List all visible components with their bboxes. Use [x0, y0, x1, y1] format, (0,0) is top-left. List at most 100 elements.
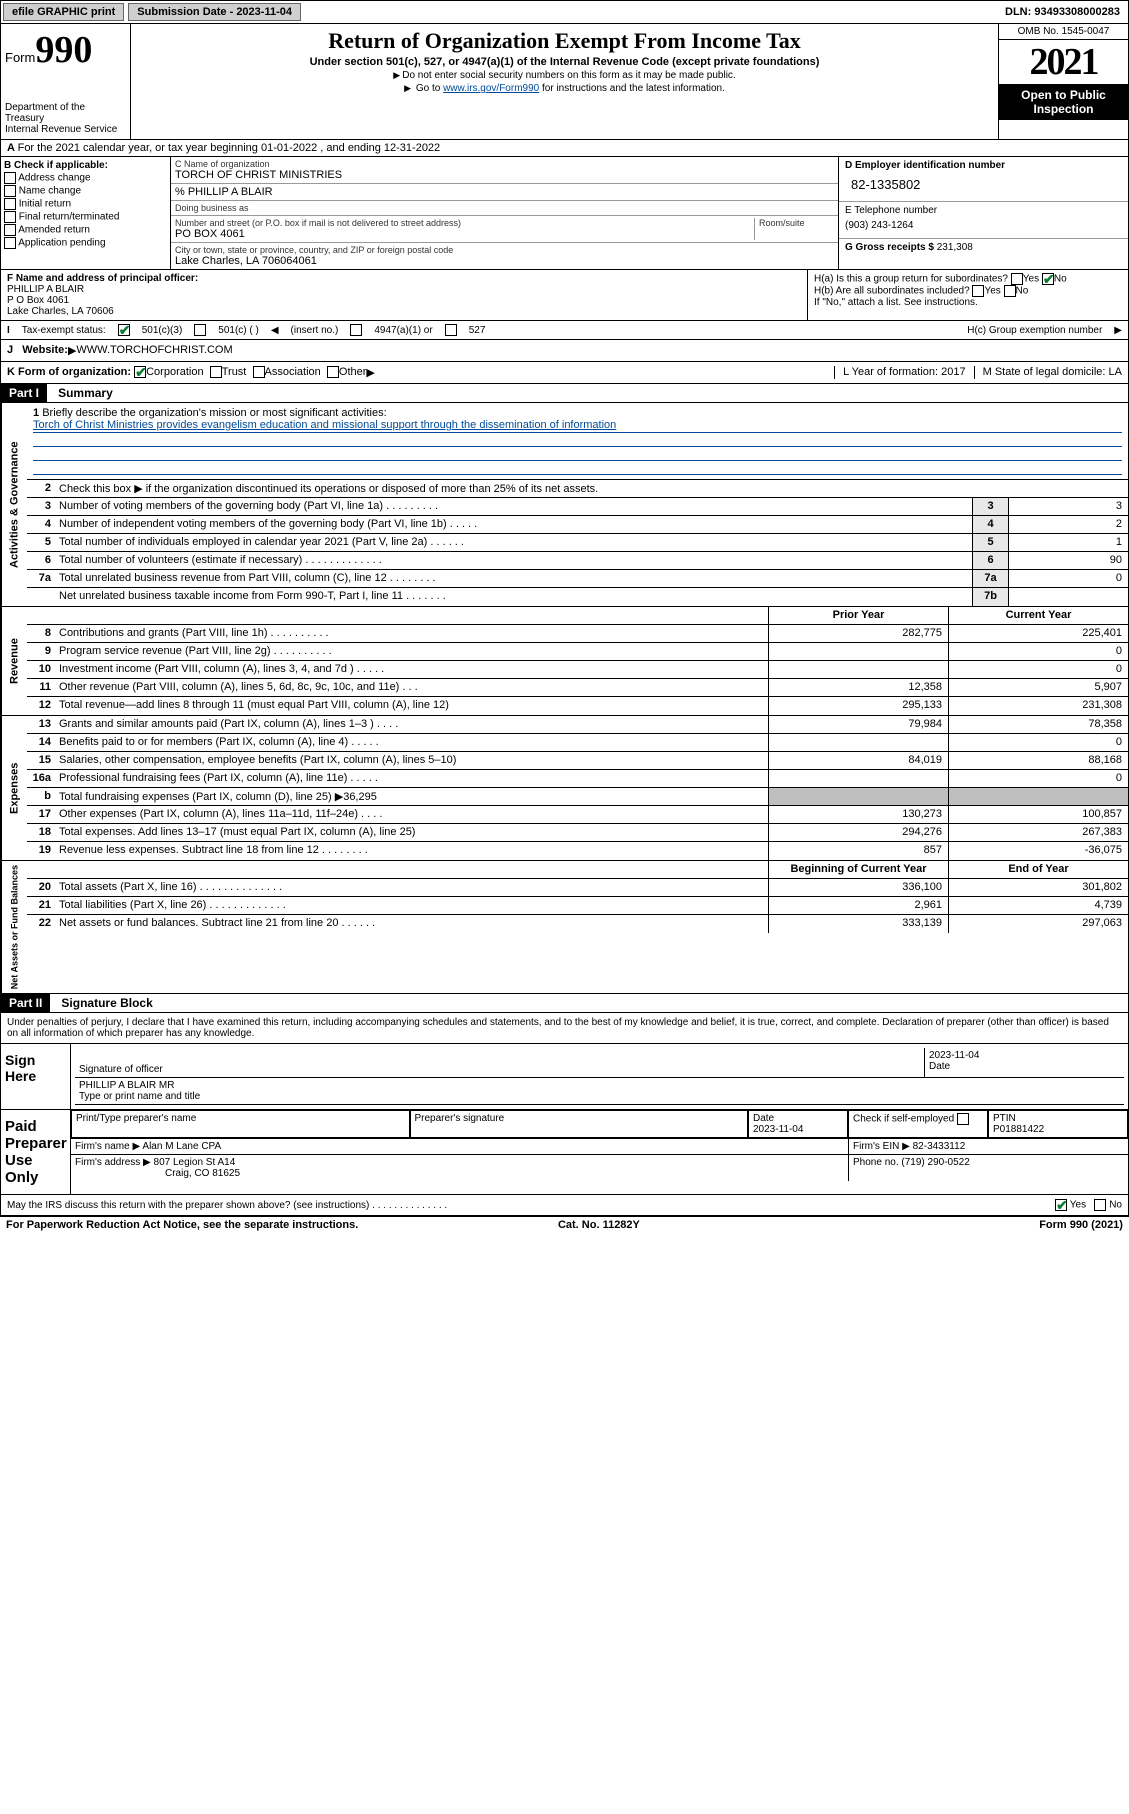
side-expenses: Expenses — [1, 716, 27, 860]
l-year: L Year of formation: 2017 — [834, 366, 966, 379]
side-revenue: Revenue — [1, 607, 27, 715]
summary-row: 4Number of independent voting members of… — [27, 516, 1128, 534]
ptin-lbl: PTIN — [993, 1113, 1016, 1124]
b-name-change[interactable]: Name change — [4, 185, 167, 197]
col-curr: Current Year — [948, 607, 1128, 624]
firm-name-lbl: Firm's name ▶ — [75, 1141, 140, 1152]
b-addr-change[interactable]: Address change — [4, 172, 167, 184]
submission-date: Submission Date - 2023-11-04 — [128, 3, 301, 21]
dln: DLN: 93493308000283 — [997, 4, 1128, 20]
form-number: 990 — [35, 29, 92, 71]
header-mid: Return of Organization Exempt From Incom… — [131, 24, 998, 139]
may-text: May the IRS discuss this return with the… — [7, 1200, 447, 1211]
efile-btn[interactable]: efile GRAPHIC print — [3, 3, 124, 21]
may-no[interactable] — [1094, 1199, 1106, 1211]
top-bar: efile GRAPHIC print Submission Date - 20… — [0, 0, 1129, 24]
expense-row: bTotal fundraising expenses (Part IX, co… — [27, 788, 1128, 806]
j-val: WWW.TORCHOFCHRIST.COM — [76, 344, 232, 357]
p-date-lbl: Date — [753, 1113, 774, 1124]
firm-addr2: Craig, CO 81625 — [165, 1168, 240, 1179]
i-527[interactable] — [445, 324, 457, 336]
firm-ein-lbl: Firm's EIN ▶ — [853, 1141, 910, 1152]
line-a: A For the 2021 calendar year, or tax yea… — [0, 140, 1129, 157]
footer-right: Form 990 (2021) — [1039, 1219, 1123, 1231]
e-phone: (903) 243-1264 — [845, 216, 1122, 235]
i-501c3[interactable] — [118, 324, 130, 336]
part2-bar: Part II Signature Block — [0, 994, 1129, 1013]
revenue-row: 11Other revenue (Part VIII, column (A), … — [27, 679, 1128, 697]
side-net: Net Assets or Fund Balances — [1, 861, 27, 993]
d-ein-lbl: D Employer identification number — [845, 160, 1005, 171]
goto-post: for instructions and the latest informat… — [539, 83, 725, 94]
col-beg: Beginning of Current Year — [768, 861, 948, 878]
part2-hdr: Part II — [1, 994, 50, 1012]
irs-label: Internal Revenue Service — [5, 124, 126, 135]
summary-row: 6Total number of volunteers (estimate if… — [27, 552, 1128, 570]
k-corp[interactable] — [134, 366, 146, 378]
header-left: Form990 Department of the Treasury Inter… — [1, 24, 131, 139]
part1-title: Summary — [50, 384, 121, 402]
revenue-row: 9Program service revenue (Part VIII, lin… — [27, 643, 1128, 661]
b-initial[interactable]: Initial return — [4, 198, 167, 210]
hb-yes[interactable] — [972, 285, 984, 297]
summary-row: 7aTotal unrelated business revenue from … — [27, 570, 1128, 588]
m-state: M State of legal domicile: LA — [974, 366, 1122, 379]
part1-bar: Part I Summary — [0, 384, 1129, 403]
col-prior: Prior Year — [768, 607, 948, 624]
sign-here-row: Sign Here Signature of officer2023-11-04… — [0, 1044, 1129, 1110]
irs-link[interactable]: www.irs.gov/Form990 — [443, 83, 539, 94]
hb-no[interactable] — [1004, 285, 1016, 297]
form-title: Return of Organization Exempt From Incom… — [135, 28, 994, 54]
b-amended[interactable]: Amended return — [4, 224, 167, 236]
b-pending[interactable]: Application pending — [4, 237, 167, 249]
summary-row: 3Number of voting members of the governi… — [27, 498, 1128, 516]
open-public: Open to Public Inspection — [999, 84, 1128, 120]
c-room-lbl: Room/suite — [759, 218, 834, 228]
i-4947[interactable] — [350, 324, 362, 336]
k-lbl: K Form of organization: — [7, 366, 131, 379]
footer-mid: Cat. No. 11282Y — [558, 1219, 640, 1231]
sig-date-lbl: Date — [929, 1061, 950, 1072]
mission-link[interactable]: Torch of Christ Ministries provides evan… — [33, 419, 616, 431]
may-discuss: May the IRS discuss this return with the… — [0, 1195, 1129, 1216]
net-row: 21Total liabilities (Part X, line 26) . … — [27, 897, 1128, 915]
ptin: P01881422 — [993, 1124, 1044, 1135]
may-yes[interactable] — [1055, 1199, 1067, 1211]
dept-treasury: Department of the Treasury — [5, 102, 126, 124]
expense-row: 18Total expenses. Add lines 13–17 (must … — [27, 824, 1128, 842]
k-trust[interactable] — [210, 366, 222, 378]
tax-year: 2021 — [999, 40, 1128, 84]
expense-row: 19Revenue less expenses. Subtract line 1… — [27, 842, 1128, 860]
firm-addr1: 807 Legion St A14 — [154, 1157, 236, 1168]
c-city-lbl: City or town, state or province, country… — [175, 245, 453, 255]
l1-text: Briefly describe the organization's miss… — [42, 407, 386, 419]
col-end: End of Year — [948, 861, 1128, 878]
paid-preparer-row: Paid Preparer Use Only Print/Type prepar… — [0, 1110, 1129, 1195]
b-final[interactable]: Final return/terminated — [4, 211, 167, 223]
expense-row: 13Grants and similar amounts paid (Part … — [27, 716, 1128, 734]
ha-no[interactable] — [1042, 273, 1054, 285]
col-c: C Name of organizationTORCH OF CHRIST MI… — [171, 157, 838, 269]
part1-hdr: Part I — [1, 384, 47, 402]
col-b: B Check if applicable: Address change Na… — [1, 157, 171, 269]
e-phone-lbl: E Telephone number — [845, 205, 937, 216]
l2-text: Check this box ▶ if the organization dis… — [55, 480, 1128, 497]
g-gross-lbl: G Gross receipts $ — [845, 242, 934, 253]
p-check[interactable]: Check if self-employed — [848, 1110, 988, 1138]
revenue-row: 10Investment income (Part VIII, column (… — [27, 661, 1128, 679]
goto-note: Go to www.irs.gov/Form990 for instructio… — [135, 83, 994, 94]
header-right: OMB No. 1545-0047 2021 Open to Public In… — [998, 24, 1128, 139]
i-501c[interactable] — [194, 324, 206, 336]
firm-name: Alan M Lane CPA — [142, 1141, 221, 1152]
expense-row: 16aProfessional fundraising fees (Part I… — [27, 770, 1128, 788]
d-ein: 82-1335802 — [845, 171, 1122, 198]
form-label: Form — [5, 50, 35, 65]
firm-addr-lbl: Firm's address ▶ — [75, 1157, 151, 1168]
k-assoc[interactable] — [253, 366, 265, 378]
f-addr1: P O Box 4061 — [7, 295, 69, 306]
k-other[interactable] — [327, 366, 339, 378]
side-activities: Activities & Governance — [1, 403, 27, 606]
ha-yes[interactable] — [1011, 273, 1023, 285]
net-row: 22Net assets or fund balances. Subtract … — [27, 915, 1128, 933]
line-a-text: For the 2021 calendar year, or tax year … — [18, 142, 441, 154]
